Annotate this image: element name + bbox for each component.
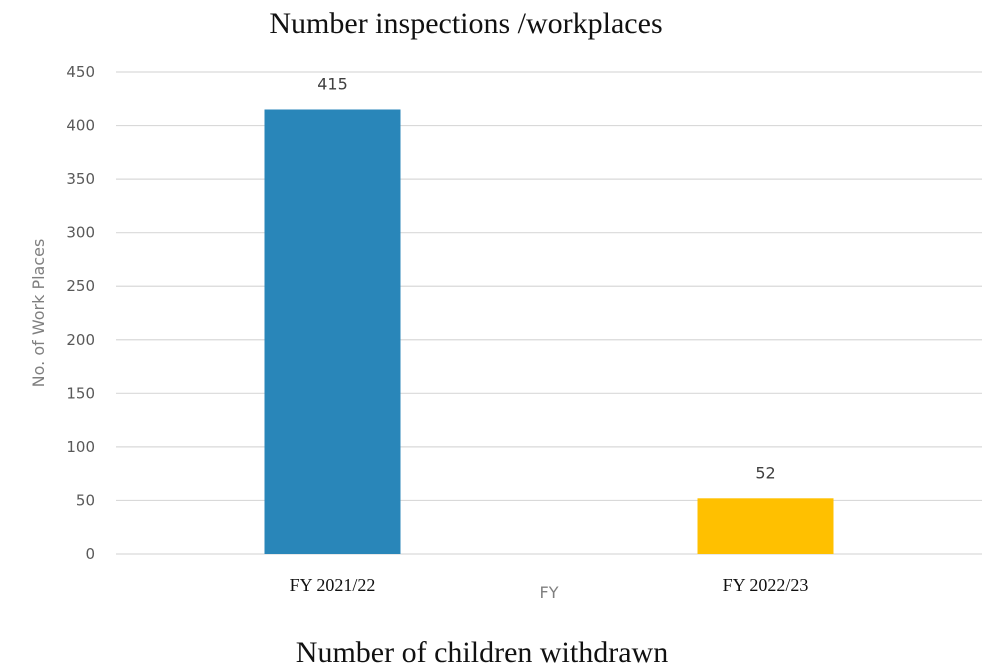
y-tick-label: 50 — [76, 491, 95, 509]
y-tick-label: 0 — [85, 545, 95, 563]
y-tick-label: 350 — [66, 170, 95, 188]
data-label: 415 — [317, 74, 348, 93]
y-tick-label: 200 — [66, 331, 95, 349]
y-tick-label: 250 — [66, 277, 95, 295]
y-axis-label: No. of Work Places — [29, 239, 48, 388]
bar — [697, 498, 834, 554]
data-labels: 415 52 — [317, 74, 775, 482]
x-tick-label: FY 2022/23 — [723, 575, 809, 595]
y-tick-label: 150 — [66, 384, 95, 402]
y-tick-label: 100 — [66, 438, 95, 456]
x-axis-categories: FY 2021/22 FY 2022/23 — [290, 575, 809, 595]
y-tick-label: 400 — [66, 117, 95, 135]
y-tick-label: 450 — [66, 63, 95, 81]
y-axis-ticks: 0 50 100 150 200 250 300 350 400 450 — [66, 63, 95, 563]
y-tick-label: 300 — [66, 224, 95, 242]
bars — [264, 109, 834, 554]
bar — [264, 109, 401, 554]
chart-caption: Number of children withdrawn — [296, 636, 668, 668]
x-axis-label: FY — [540, 583, 559, 602]
gridlines — [116, 71, 982, 555]
chart-title: Number inspections /workplaces — [269, 7, 662, 40]
data-label: 52 — [755, 463, 775, 482]
x-tick-label: FY 2021/22 — [290, 575, 376, 595]
